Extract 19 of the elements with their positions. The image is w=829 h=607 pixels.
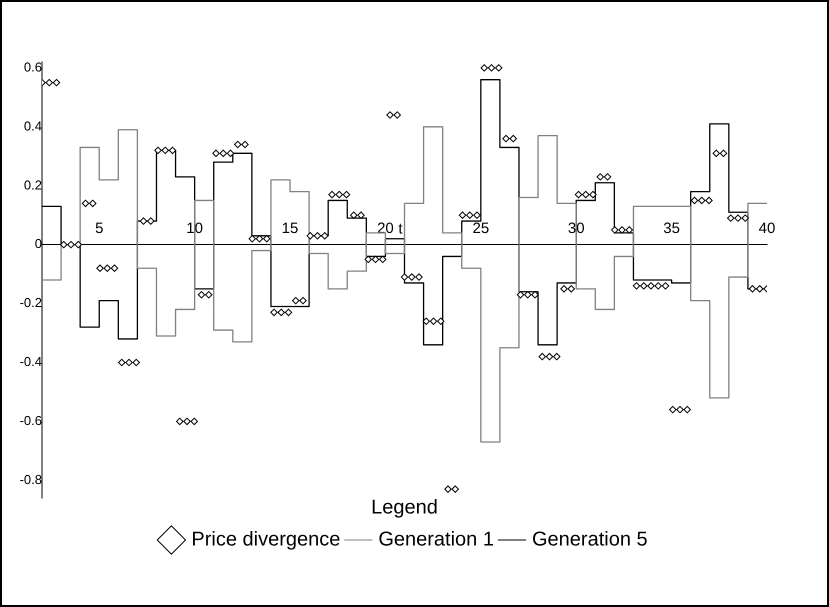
y-tick-label: 0.4 [24,118,42,134]
x-tick-label: 40 [758,220,776,237]
legend-label: Price divergence [191,528,340,551]
x-tick-label: 35 [663,220,680,237]
legend-title: Legend [371,496,438,519]
x-tick-label: 10 [186,220,203,237]
x-axis-title: t [398,220,404,238]
y-tick-label: -0.6 [20,412,42,428]
y-tick-label: -0.8 [20,472,42,487]
y-tick-label: 0.2 [24,177,42,192]
y-tick-label: -0.2 [20,295,42,310]
y-tick-label: -0.4 [20,354,42,370]
legend-label: Generation 5 [532,528,648,551]
y-tick-label: 0 [34,236,42,252]
x-tick-label: 25 [472,220,490,237]
legend-label: Generation 1 [378,528,494,551]
x-tick-label: 15 [282,220,298,237]
x-tick-label: 5 [95,220,104,237]
y-tick-label: 0.6 [24,59,42,74]
